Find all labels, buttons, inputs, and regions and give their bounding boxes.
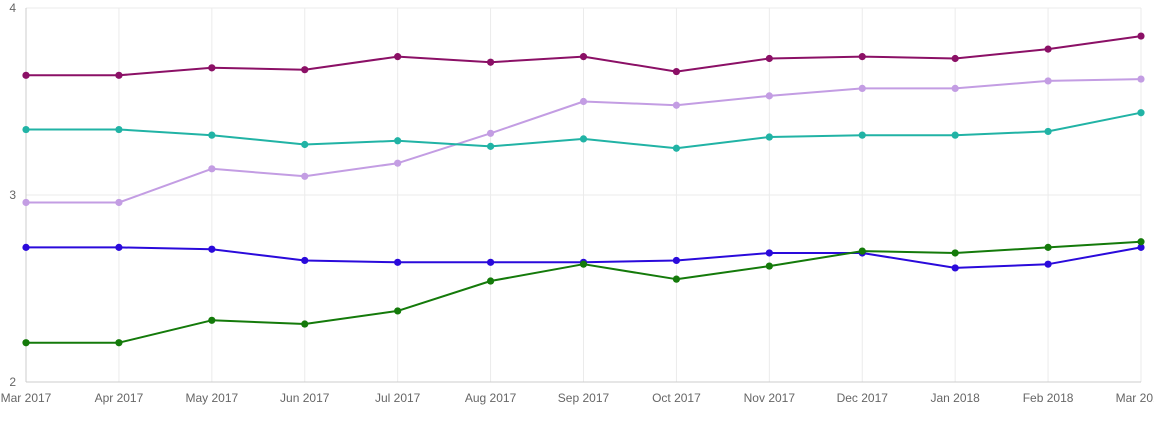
data-point[interactable]	[22, 339, 30, 347]
x-tick-label: Nov 2017	[744, 391, 796, 405]
data-point[interactable]	[765, 249, 773, 257]
data-point[interactable]	[765, 54, 773, 63]
data-point[interactable]	[394, 307, 402, 315]
data-point[interactable]	[1044, 260, 1052, 268]
x-tick-label: Mar 2018	[1116, 391, 1154, 405]
data-point[interactable]	[579, 260, 588, 268]
data-point[interactable]	[1044, 45, 1052, 53]
data-point[interactable]	[22, 198, 30, 207]
data-point[interactable]	[208, 316, 216, 324]
x-tick-label: Aug 2017	[465, 391, 517, 405]
data-point[interactable]	[22, 71, 30, 79]
data-point[interactable]	[579, 135, 588, 143]
data-point[interactable]	[672, 144, 681, 152]
data-point[interactable]	[301, 140, 309, 149]
data-point[interactable]	[208, 245, 216, 253]
data-point[interactable]	[672, 275, 681, 283]
data-point[interactable]	[951, 249, 959, 257]
data-point[interactable]	[858, 247, 866, 255]
x-tick-label: Jun 2017	[280, 391, 330, 405]
data-point[interactable]	[1137, 32, 1145, 40]
data-point[interactable]	[394, 159, 402, 167]
x-tick-label: Sep 2017	[558, 391, 610, 405]
data-point[interactable]	[1044, 77, 1052, 85]
data-point[interactable]	[579, 53, 588, 61]
data-point[interactable]	[486, 129, 495, 137]
data-point[interactable]	[951, 84, 959, 93]
data-point[interactable]	[858, 53, 866, 61]
data-point[interactable]	[301, 66, 309, 74]
axis-layer	[25, 8, 1141, 383]
data-point[interactable]	[1044, 243, 1052, 251]
data-point[interactable]	[765, 133, 773, 141]
data-point[interactable]	[765, 262, 773, 270]
x-tick-label: May 2017	[185, 391, 238, 405]
data-point[interactable]	[22, 243, 30, 251]
x-tick-label: Dec 2017	[837, 391, 889, 405]
data-point[interactable]	[394, 53, 402, 61]
data-point[interactable]	[394, 137, 402, 145]
data-point[interactable]	[301, 320, 309, 328]
x-tick-label: Jul 2017	[375, 391, 421, 405]
x-tick-label: Oct 2017	[652, 391, 701, 405]
data-point[interactable]	[951, 54, 959, 63]
y-tick-label: 3	[9, 188, 16, 202]
data-point[interactable]	[22, 125, 30, 134]
data-point[interactable]	[951, 131, 959, 139]
data-point[interactable]	[301, 172, 309, 180]
series-1	[22, 32, 1145, 79]
series-2	[22, 75, 1145, 207]
data-point[interactable]	[951, 264, 959, 272]
data-point[interactable]	[486, 277, 495, 285]
y-tick-label: 4	[9, 1, 16, 15]
label-layer: 2 3 4 Mar 2017 Apr 2017 May 2017 Jun 2017 Jul 2…	[1, 1, 1154, 405]
x-tick-label: Apr 2017	[95, 391, 144, 405]
y-tick-label: 2	[9, 375, 16, 389]
data-point[interactable]	[115, 198, 123, 207]
data-point[interactable]	[208, 64, 216, 72]
data-point[interactable]	[1044, 127, 1052, 136]
data-point[interactable]	[1137, 109, 1145, 117]
series-3	[22, 109, 1145, 152]
data-point[interactable]	[765, 92, 773, 100]
data-point[interactable]	[1137, 75, 1145, 83]
data-point[interactable]	[858, 131, 866, 139]
grid-layer	[25, 7, 1142, 383]
data-point[interactable]	[115, 339, 123, 347]
data-point[interactable]	[486, 142, 495, 150]
x-tick-label: Feb 2018	[1023, 391, 1074, 405]
data-point[interactable]	[1137, 243, 1145, 251]
data-point[interactable]	[672, 101, 681, 109]
data-point[interactable]	[115, 71, 123, 79]
data-point[interactable]	[486, 58, 495, 66]
data-point[interactable]	[115, 243, 123, 251]
data-point[interactable]	[208, 165, 216, 173]
x-tick-label: Jan 2018	[930, 391, 980, 405]
data-point[interactable]	[208, 131, 216, 139]
series-layer	[22, 32, 1145, 347]
data-point[interactable]	[115, 125, 123, 134]
series-5	[22, 238, 1145, 347]
data-point[interactable]	[486, 258, 495, 266]
data-point[interactable]	[394, 258, 402, 266]
data-point[interactable]	[579, 97, 588, 106]
data-point[interactable]	[301, 256, 309, 265]
data-point[interactable]	[1137, 238, 1145, 246]
data-point[interactable]	[672, 67, 681, 76]
x-tick-label: Mar 2017	[1, 391, 52, 405]
data-point[interactable]	[858, 84, 866, 93]
data-point[interactable]	[672, 256, 681, 265]
